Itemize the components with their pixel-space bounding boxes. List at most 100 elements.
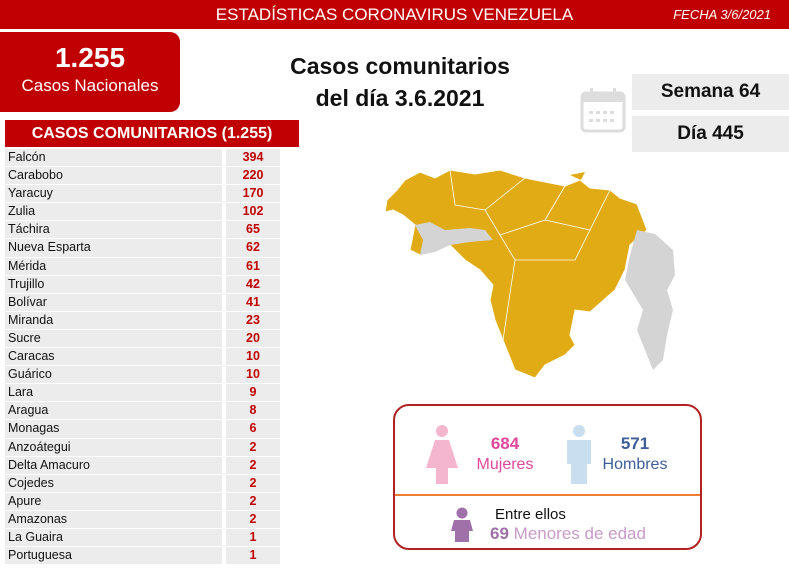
state-name: Mérida	[5, 257, 222, 275]
state-name: Zulia	[5, 203, 222, 221]
gender-card: 684 Mujeres 571 Hombres Entre ellos 69 M…	[393, 404, 702, 550]
state-name: Trujillo	[5, 275, 222, 293]
title-line-2: del día 3.6.2021	[315, 85, 485, 111]
national-cases-card: 1.255 Casos Nacionales	[0, 32, 180, 112]
table-row: Lara 9	[5, 384, 280, 403]
women-label: Mujeres	[476, 456, 534, 473]
state-cases: 394	[226, 149, 280, 167]
state-cases: 41	[226, 293, 280, 311]
header-date: FECHA 3/6/2021	[673, 7, 771, 22]
state-cases: 42	[226, 275, 280, 293]
week-box: Semana 64	[632, 74, 789, 110]
table-row: Caracas 10	[5, 348, 280, 367]
state-name: Amazonas	[5, 510, 222, 528]
national-count: 1.255	[54, 42, 126, 73]
table-row: Táchira 65	[5, 221, 280, 240]
state-cases: 23	[226, 311, 280, 329]
day-box: Día 445	[632, 116, 789, 152]
map-states-with-cases	[384, 169, 648, 379]
minors-count: 69	[490, 524, 509, 543]
state-cases: 1	[226, 528, 280, 547]
table-row: La Guaira 1	[5, 528, 280, 548]
state-name: Táchira	[5, 221, 222, 239]
table-row: Trujillo 42	[5, 275, 280, 294]
table-row: Bolívar 41	[5, 293, 280, 312]
title-line-1: Casos comunitarios	[290, 53, 510, 79]
table-row: Cojedes 2	[5, 474, 280, 493]
state-cases: 102	[226, 203, 280, 221]
state-name: Anzoátegui	[5, 438, 222, 456]
table-row: Delta Amacuro 2	[5, 456, 280, 475]
women-count: 684	[490, 434, 520, 453]
table-row: Amazonas 2	[5, 510, 280, 529]
table-row: Nueva Esparta 62	[5, 239, 280, 258]
state-cases: 170	[226, 185, 280, 203]
state-cases: 2	[226, 456, 280, 474]
header-title: ESTADÍSTICAS CORONAVIRUS VENEZUELA	[215, 5, 574, 24]
state-cases: 2	[226, 474, 280, 492]
state-cases: 9	[226, 384, 280, 402]
state-cases: 1	[226, 547, 280, 565]
table-row: Yaracuy 170	[5, 185, 280, 204]
table-row: Monagas 6	[5, 420, 280, 439]
state-cases: 20	[226, 329, 280, 348]
man-icon	[567, 425, 591, 484]
cases-table: Falcón 394 Carabobo 220 Yaracuy 170 Zulia 102 Tá…	[5, 149, 280, 566]
table-row: Carabobo 220	[5, 167, 280, 186]
state-name: Cojedes	[5, 474, 222, 492]
state-name: Miranda	[5, 311, 222, 329]
table-row: Aragua 8	[5, 402, 280, 421]
state-cases: 10	[226, 348, 280, 366]
state-name: Falcón	[5, 149, 222, 167]
map-zulia-lake-area	[415, 222, 493, 255]
table-row: Apure 2	[5, 492, 280, 511]
child-icon	[451, 507, 473, 542]
state-cases: 8	[226, 402, 280, 420]
page-title: Casos comunitarios del día 3.6.2021	[270, 50, 530, 114]
men-count: 571	[620, 434, 650, 453]
table-row: Guárico 10	[5, 366, 280, 385]
table-row: Zulia 102	[5, 203, 280, 222]
state-name: Bolívar	[5, 293, 222, 311]
header-bar: ESTADÍSTICAS CORONAVIRUS VENEZUELA FECHA…	[0, 0, 789, 29]
state-name: Apure	[5, 492, 222, 510]
minors-prefix: Entre ellos	[495, 506, 566, 523]
calendar-icon	[580, 88, 626, 133]
state-cases: 220	[226, 167, 280, 185]
state-name: Yaracuy	[5, 185, 222, 203]
table-header: CASOS COMUNITARIOS (1.255)	[5, 120, 299, 147]
men-label: Hombres	[602, 456, 668, 473]
table-row: Falcón 394	[5, 149, 280, 168]
table-row: Anzoátegui 2	[5, 438, 280, 457]
state-name: Monagas	[5, 420, 222, 438]
state-cases: 61	[226, 257, 280, 275]
state-name: Carabobo	[5, 167, 222, 185]
table-row: Sucre 20	[5, 329, 280, 349]
state-cases: 62	[226, 239, 280, 257]
state-name: Guárico	[5, 366, 222, 384]
state-cases: 2	[226, 510, 280, 528]
divider	[395, 494, 700, 496]
state-name: La Guaira	[5, 528, 222, 547]
state-name: Caracas	[5, 348, 222, 366]
state-name: Portuguesa	[5, 547, 222, 565]
state-name: Sucre	[5, 329, 222, 348]
table-row: Portuguesa 1	[5, 547, 280, 566]
minors-label: Menores de edad	[513, 524, 646, 543]
table-row: Mérida 61	[5, 257, 280, 276]
state-name: Delta Amacuro	[5, 456, 222, 474]
map-states-no-cases	[625, 230, 675, 370]
state-cases: 2	[226, 438, 280, 456]
table-row: Miranda 23	[5, 311, 280, 330]
minors-line: 69 Menores de edad	[490, 524, 646, 544]
venezuela-map	[384, 169, 675, 379]
woman-icon	[426, 425, 458, 484]
state-name: Lara	[5, 384, 222, 402]
state-cases: 65	[226, 221, 280, 239]
state-cases: 2	[226, 492, 280, 510]
state-name: Nueva Esparta	[5, 239, 222, 257]
state-name: Aragua	[5, 402, 222, 420]
state-cases: 10	[226, 366, 280, 384]
state-cases: 6	[226, 420, 280, 438]
national-label: Casos Nacionales	[21, 76, 159, 95]
